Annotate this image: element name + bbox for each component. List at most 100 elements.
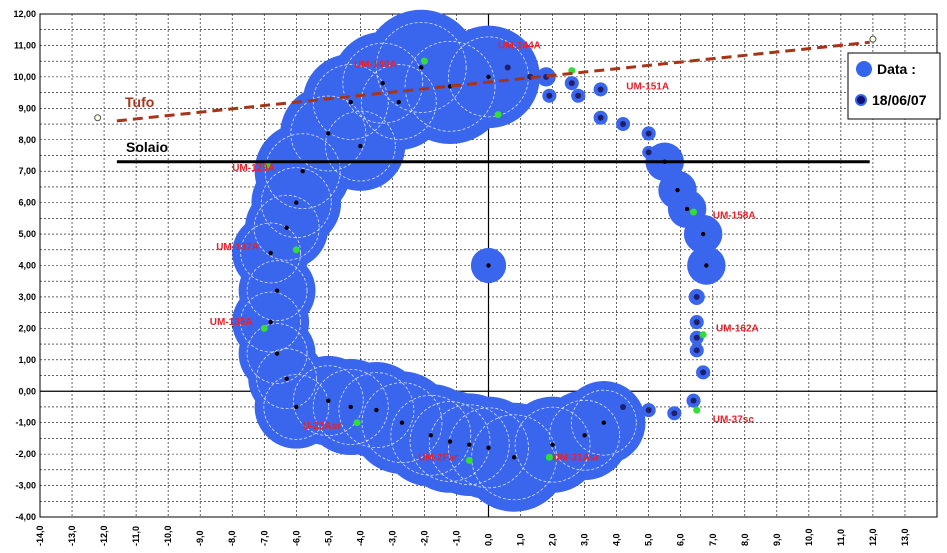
bubble-center-dot — [399, 420, 405, 425]
small-data-marker — [693, 293, 700, 300]
green-point — [699, 331, 707, 339]
small-data-marker — [693, 319, 700, 326]
green-point — [353, 419, 361, 427]
bubble-center-dot — [268, 319, 273, 325]
bubble-center-dot — [348, 99, 353, 105]
x-tick-label: 5,0 — [644, 533, 654, 546]
x-tick-label: -4,0 — [355, 530, 365, 546]
small-data-marker — [546, 92, 553, 99]
bubble-inner-ring — [256, 348, 318, 410]
x-tick-label: -10,0 — [163, 525, 173, 546]
x-tick-label: -9,0 — [195, 530, 205, 546]
legend-label-date: 18/06/07 — [872, 92, 927, 108]
small-data-marker — [645, 130, 652, 137]
bubble-center-dot — [326, 131, 331, 136]
bubble-center-dot — [486, 445, 491, 451]
y-tick-labels: -4,00 -3,00 -2,00 -1,00 0,00 1,00 2,00 3,00 4,00… — [13, 9, 36, 522]
bubbles — [232, 9, 726, 512]
bubble-inner-ring — [324, 110, 396, 182]
point-label: UM-151A — [626, 81, 669, 92]
tufo-end-marker — [94, 114, 102, 122]
bubble-center-dot — [511, 455, 517, 460]
bubble-center-dot — [419, 65, 424, 70]
x-tick-label: 4,0 — [612, 533, 622, 546]
point-label: U-23Asr — [303, 421, 341, 432]
x-tick-label: -14,0 — [35, 525, 45, 546]
bubble-center-dot — [550, 442, 555, 447]
bubble-inner-ring — [390, 394, 472, 476]
bubble-inner-ring — [312, 64, 389, 140]
x-tick-label: -11,0 — [131, 526, 141, 546]
x-tick-label: -6,0 — [291, 530, 301, 546]
small-data-marker — [504, 64, 511, 71]
bubble-center-dot — [684, 206, 690, 212]
x-tick-label: 6,0 — [676, 533, 686, 546]
legend-marker-data — [856, 61, 872, 77]
bubble-inner-ring — [263, 374, 330, 440]
y-tick-label: 1,00 — [18, 355, 36, 365]
small-data-marker — [700, 369, 707, 376]
y-tick-label: 8,00 — [18, 135, 36, 145]
bubble-inner-ring — [292, 365, 364, 437]
bubble-center-dot — [700, 231, 706, 237]
small-data-marker — [645, 149, 652, 156]
x-tick-label: 7,0 — [708, 533, 718, 546]
x-tick-label: 0,0 — [484, 533, 494, 546]
y-tick-label: 10,00 — [13, 72, 36, 82]
bubble-center-dot — [486, 74, 491, 80]
point-label: UM-31Asr — [553, 452, 600, 463]
bubble-inner-ring — [514, 406, 591, 483]
bubble-center-dot — [467, 442, 472, 447]
x-tick-label: -5,0 — [323, 530, 333, 546]
legend-label-data: Data : — [877, 61, 916, 77]
bubble-center-dot — [428, 433, 434, 438]
bubble-center-dot — [300, 168, 305, 174]
bubble-center-dot — [396, 99, 401, 105]
x-tick-label: 1,0 — [516, 533, 526, 546]
x-tick-label: 10,0 — [804, 528, 814, 546]
green-point — [693, 406, 701, 414]
bubble-inner-ring — [409, 401, 491, 482]
small-data-marker — [693, 347, 700, 354]
bubble-center-dot — [675, 187, 680, 193]
solaio-label: Solaio — [126, 139, 168, 155]
y-tick-label: -3,00 — [15, 481, 36, 491]
x-tick-label: -3,0 — [387, 530, 397, 546]
y-tick-label: 6,00 — [18, 198, 36, 208]
bubble-inner-ring — [253, 194, 320, 261]
x-tick-label: -2,0 — [419, 530, 429, 546]
x-tick-labels: -14,0 -13,0 -12,0 -11,0 -10,0 -9,0 -8,0 -7,0 -6,… — [35, 525, 910, 546]
small-data-marker — [597, 114, 604, 121]
bubble-inner-ring — [428, 404, 510, 486]
small-data-marker — [568, 80, 575, 87]
bubble-center-dot — [582, 433, 587, 438]
y-tick-label: 2,00 — [18, 323, 36, 333]
point-label: UM-37sc — [713, 415, 755, 426]
bubble-inner-ring — [246, 323, 308, 384]
bubble-center-dot — [601, 420, 607, 425]
bubble-inner-ring — [471, 414, 558, 501]
legend-marker-date — [855, 94, 867, 106]
bubble-center-dot — [326, 398, 331, 403]
x-tick-label: 13,0 — [900, 528, 910, 546]
tufo-end-marker — [869, 35, 877, 43]
bubble-center-dot — [274, 351, 280, 356]
bubble-center-dot — [348, 404, 353, 410]
y-tick-label: 12,00 — [13, 9, 36, 19]
x-tick-label: 9,0 — [772, 533, 782, 546]
x-tick-label: 3,0 — [580, 533, 590, 546]
bubble-center-dot — [284, 376, 289, 381]
bubble-center-dot — [486, 263, 491, 268]
tufo-label: Tufo — [125, 94, 154, 110]
y-tick-label: 7,00 — [18, 166, 36, 176]
legend: Data : 18/06/07 — [847, 52, 941, 120]
y-tick-label: -4,00 — [15, 512, 36, 522]
y-tick-label: 5,00 — [18, 229, 36, 239]
bubble-inner-ring — [240, 222, 302, 284]
point-label: UM-158A — [713, 210, 756, 221]
point-label: UM-162A — [716, 324, 759, 335]
bubble-center-dot — [268, 250, 273, 256]
point-label: UM-137A — [216, 242, 259, 253]
point-label: UM-129A — [232, 163, 275, 174]
